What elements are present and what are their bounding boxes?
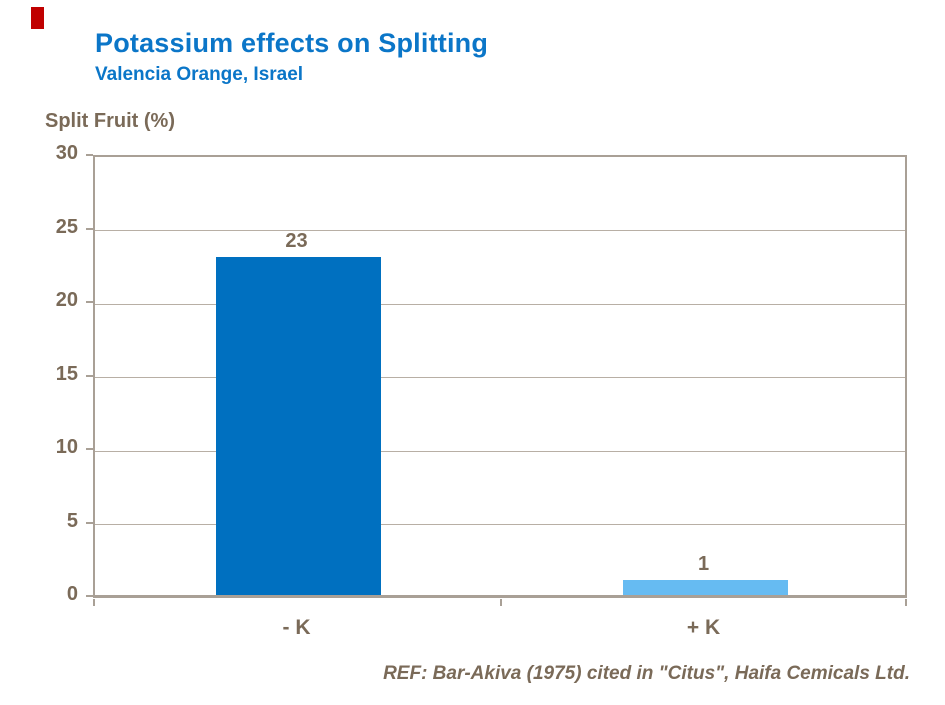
- chart-subtitle: Valencia Orange, Israel: [95, 64, 304, 85]
- y-axis-tick: [86, 374, 93, 377]
- y-tick-label: 15: [55, 362, 78, 385]
- gridline: [95, 377, 905, 378]
- y-axis-tick: [86, 301, 93, 303]
- x-category-label: + K: [686, 616, 721, 639]
- x-axis-tick: [500, 599, 502, 606]
- y-axis-tick: [86, 521, 93, 524]
- y-tick-label: 10: [55, 436, 78, 458]
- y-tick-label: 25: [55, 215, 78, 238]
- y-axis-tick: [86, 227, 93, 230]
- x-axis-tick: [93, 599, 95, 606]
- bar-+K: [623, 580, 788, 595]
- y-tick-label: 0: [66, 583, 78, 605]
- bar--K: [216, 256, 381, 595]
- bar-value-label: 23: [285, 229, 308, 252]
- y-tick-label: 30: [55, 142, 78, 164]
- y-tick-label: 5: [66, 509, 78, 532]
- red-accent-marker: [31, 7, 44, 29]
- y-axis-title: Split Fruit (%): [45, 110, 175, 132]
- bar-value-label: 1: [697, 553, 710, 576]
- y-axis-tick: [86, 595, 93, 597]
- gridline: [95, 303, 905, 305]
- gridline: [95, 230, 905, 231]
- reference-text: REF: Bar-Akiva (1975) cited in "Citus", …: [383, 663, 910, 684]
- y-axis-tick: [86, 448, 93, 450]
- plot-area: [93, 155, 907, 598]
- gridline: [95, 450, 905, 452]
- y-tick-label: 20: [55, 289, 78, 311]
- gridline: [95, 524, 905, 525]
- x-axis-tick: [905, 599, 907, 606]
- x-category-label: - K: [282, 616, 311, 639]
- chart-title: Potassium effects on Splitting: [95, 28, 489, 58]
- y-axis-tick: [86, 154, 93, 156]
